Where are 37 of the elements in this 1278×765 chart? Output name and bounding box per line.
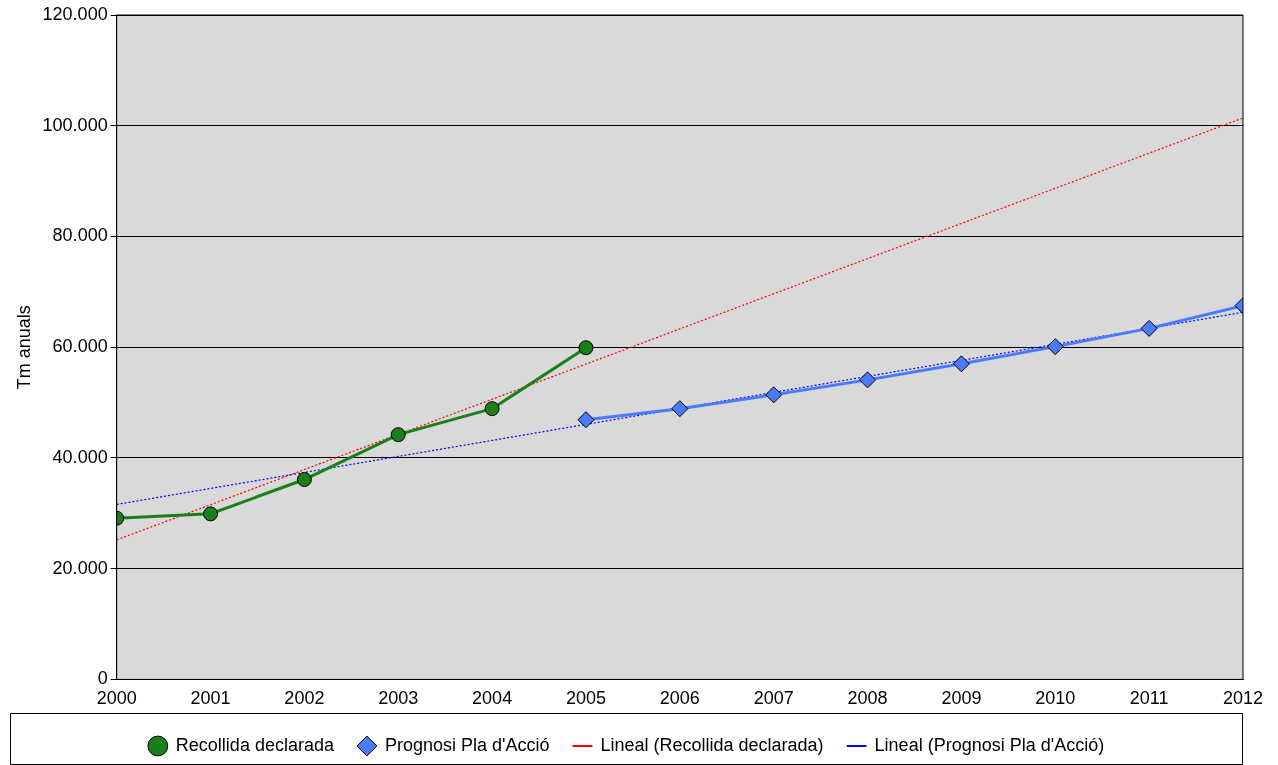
- point: [859, 371, 877, 389]
- point: [1140, 319, 1158, 337]
- y-tick-label: 100.000: [42, 114, 108, 135]
- point: [390, 427, 406, 443]
- x-tick-label: 2011: [1129, 688, 1169, 709]
- point: [765, 386, 783, 404]
- legend-label: Lineal (Recollida declarada): [600, 734, 824, 755]
- point: [577, 411, 595, 429]
- y-tick-label: 120.000: [42, 3, 108, 24]
- x-tick-label: 2009: [941, 688, 982, 709]
- legend-label: Lineal (Prognosi Pla d'Acció): [874, 734, 1105, 755]
- point: [296, 472, 312, 488]
- point: [952, 355, 970, 373]
- y-tick-label: 20.000: [52, 557, 108, 578]
- point: [671, 400, 689, 418]
- y-axis-title: Tm anuals: [13, 305, 34, 390]
- x-tick-label: 2008: [847, 688, 888, 709]
- legend-label: Prognosi Pla d'Acció: [384, 734, 550, 755]
- y-tick-label: 60.000: [52, 336, 108, 357]
- x-tick-label: 2005: [565, 688, 606, 709]
- x-tick-label: 2002: [284, 688, 325, 709]
- x-tick-label: 2001: [190, 688, 231, 709]
- y-tick-label: 40.000: [52, 446, 108, 467]
- point: [484, 401, 500, 417]
- point: [1046, 338, 1064, 356]
- point: [203, 506, 219, 522]
- x-tick-label: 2000: [96, 688, 137, 709]
- y-tick-label: 80.000: [52, 225, 108, 246]
- x-tick-label: 2007: [753, 688, 794, 709]
- y-tick-label: 0: [97, 668, 108, 689]
- x-tick-label: 2006: [659, 688, 700, 709]
- point: [578, 340, 594, 356]
- x-tick-label: 2004: [472, 688, 513, 709]
- x-tick-label: 2010: [1035, 688, 1076, 709]
- x-tick-label: 2003: [378, 688, 419, 709]
- x-tick-label: 2012: [1222, 688, 1264, 709]
- legend-label: Recollida declarada: [175, 734, 335, 755]
